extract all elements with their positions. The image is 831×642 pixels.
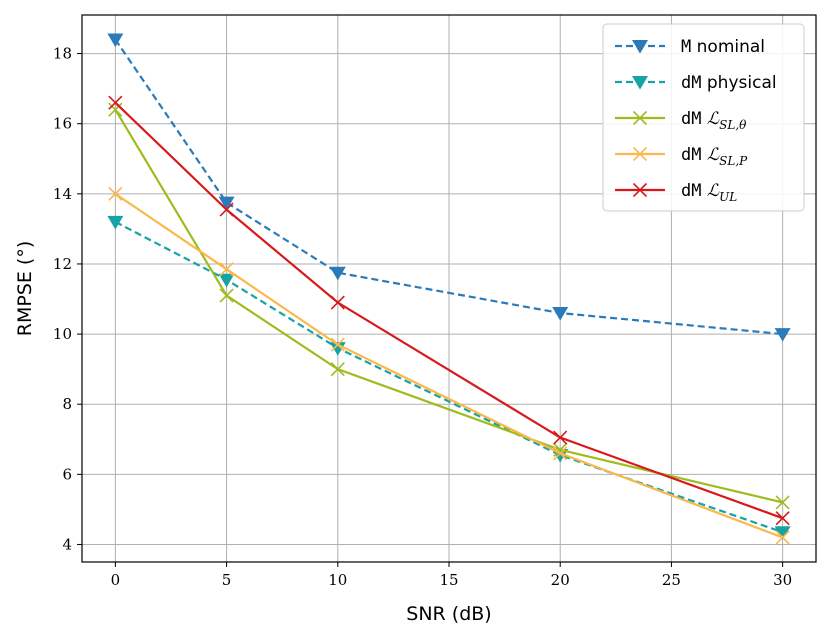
x-tick-label: 0 [111,571,121,589]
data-point [329,266,346,281]
legend-label: M nominal [681,37,765,57]
data-point [219,288,234,303]
legend-entry: dM ℒSL,P [615,145,748,168]
legend-marker [632,146,648,162]
data-point [218,196,235,211]
legend-entry: M nominal [615,37,765,57]
data-point [775,511,790,526]
data-point [218,273,235,288]
x-tick-label: 30 [773,571,792,589]
series-2 [108,102,790,510]
x-tick-label: 20 [551,571,570,589]
x-axis-label: SNR (dB) [406,603,491,625]
data-point [108,186,123,201]
legend-box [602,23,805,212]
data-point [774,526,791,540]
data-point [553,430,568,445]
legend-marker [632,40,648,54]
data-point [330,337,345,352]
y-tick-label: 14 [53,185,72,203]
data-point [330,362,345,377]
legend-marker [632,110,648,126]
legend-marker [632,182,648,198]
legend-label: dM ℒSL,θ [681,109,747,132]
y-tick-label: 16 [53,115,72,133]
x-tick-label: 10 [328,571,347,589]
data-point [553,446,568,461]
data-point [219,202,234,217]
data-point [775,495,790,510]
data-point [107,33,124,48]
legend-entry: dM ℒUL [615,181,737,204]
y-tick-label: 18 [53,45,72,63]
data-point [108,95,123,110]
series-3 [108,186,790,545]
data-point [330,295,345,310]
legend: M nominal dM physical dM ℒSL,θ dM ℒSL,P dM ℒ… [602,23,805,212]
y-axis-label: RMPSE (°) [14,241,36,336]
x-tick-label: 15 [439,571,458,589]
series-4 [108,95,790,526]
legend-entry: dM ℒSL,θ [615,109,747,132]
data-point [107,215,124,230]
y-tick-label: 12 [53,255,72,273]
y-axis-ticks: 4 6 8 10 12 14 16 18 [53,45,82,553]
x-tick-label: 25 [662,571,681,589]
y-tick-label: 6 [62,465,72,483]
legend-marker [632,76,648,90]
y-tick-label: 8 [62,395,72,413]
plot-frame [81,14,817,563]
legend-entry: dM physical [615,73,777,93]
x-tick-label: 5 [222,571,232,589]
series-line [114,38,783,336]
legend-label: dM physical [681,73,777,93]
series-lines [107,33,791,545]
y-tick-label: 4 [62,535,72,553]
data-point [552,307,569,321]
legend-label: dM ℒSL,P [681,145,748,168]
data-point [775,530,790,545]
data-point [219,262,234,277]
legend-label: dM ℒUL [681,181,737,204]
y-tick-label: 10 [53,325,72,343]
x-axis-ticks: 0 5 10 15 20 25 30 [111,562,792,589]
series-0 [107,33,791,342]
data-point [774,328,791,342]
